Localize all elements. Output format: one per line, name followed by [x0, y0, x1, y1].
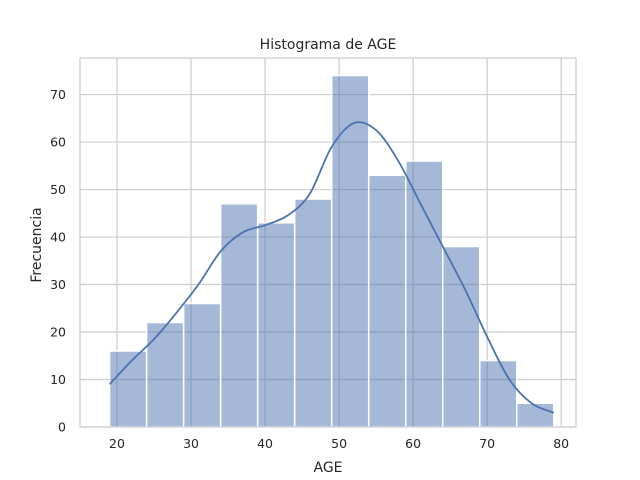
- histogram-bar: [145, 321, 185, 428]
- y-tick-label: 50: [50, 182, 66, 197]
- x-tick-label: 50: [331, 436, 347, 451]
- x-tick-label: 80: [553, 436, 569, 451]
- kde-curve-group: [108, 121, 555, 414]
- x-tick-labels: 20 30 40 50 60 70 80: [109, 436, 569, 451]
- y-tick-label: 10: [50, 372, 66, 387]
- histogram-bar: [330, 74, 370, 428]
- histogram-bar: [108, 350, 148, 428]
- histogram-bar: [293, 198, 333, 428]
- histogram-bar: [256, 222, 296, 428]
- y-tick-label: 0: [58, 420, 66, 435]
- x-tick-label: 30: [183, 436, 199, 451]
- x-tick-label: 60: [405, 436, 421, 451]
- y-tick-labels: 0 10 20 30 40 50 60 70: [50, 87, 66, 434]
- histogram-bar: [367, 174, 407, 428]
- plot-frame: [79, 57, 577, 428]
- x-tick-label: 40: [257, 436, 273, 451]
- histogram-bars: [108, 74, 555, 428]
- histogram-bar: [516, 402, 555, 428]
- x-axis-label: AGE: [313, 460, 342, 476]
- y-tick-label: 40: [50, 230, 66, 245]
- y-tick-label: 70: [50, 87, 66, 102]
- histogram-bar: [441, 245, 481, 428]
- histogram-bar: [219, 203, 259, 428]
- y-tick-label: 60: [50, 135, 66, 150]
- histogram-bar: [182, 302, 222, 428]
- y-tick-label: 20: [50, 325, 66, 340]
- histogram-bar: [404, 160, 444, 428]
- y-tick-label: 30: [50, 277, 66, 292]
- x-tick-label: 70: [479, 436, 495, 451]
- kde-line: [108, 121, 555, 414]
- x-tick-label: 20: [109, 436, 125, 451]
- chart-title: Histograma de AGE: [260, 37, 397, 53]
- y-axis-label: Frecuencia: [29, 207, 45, 282]
- histogram-bar: [479, 359, 518, 428]
